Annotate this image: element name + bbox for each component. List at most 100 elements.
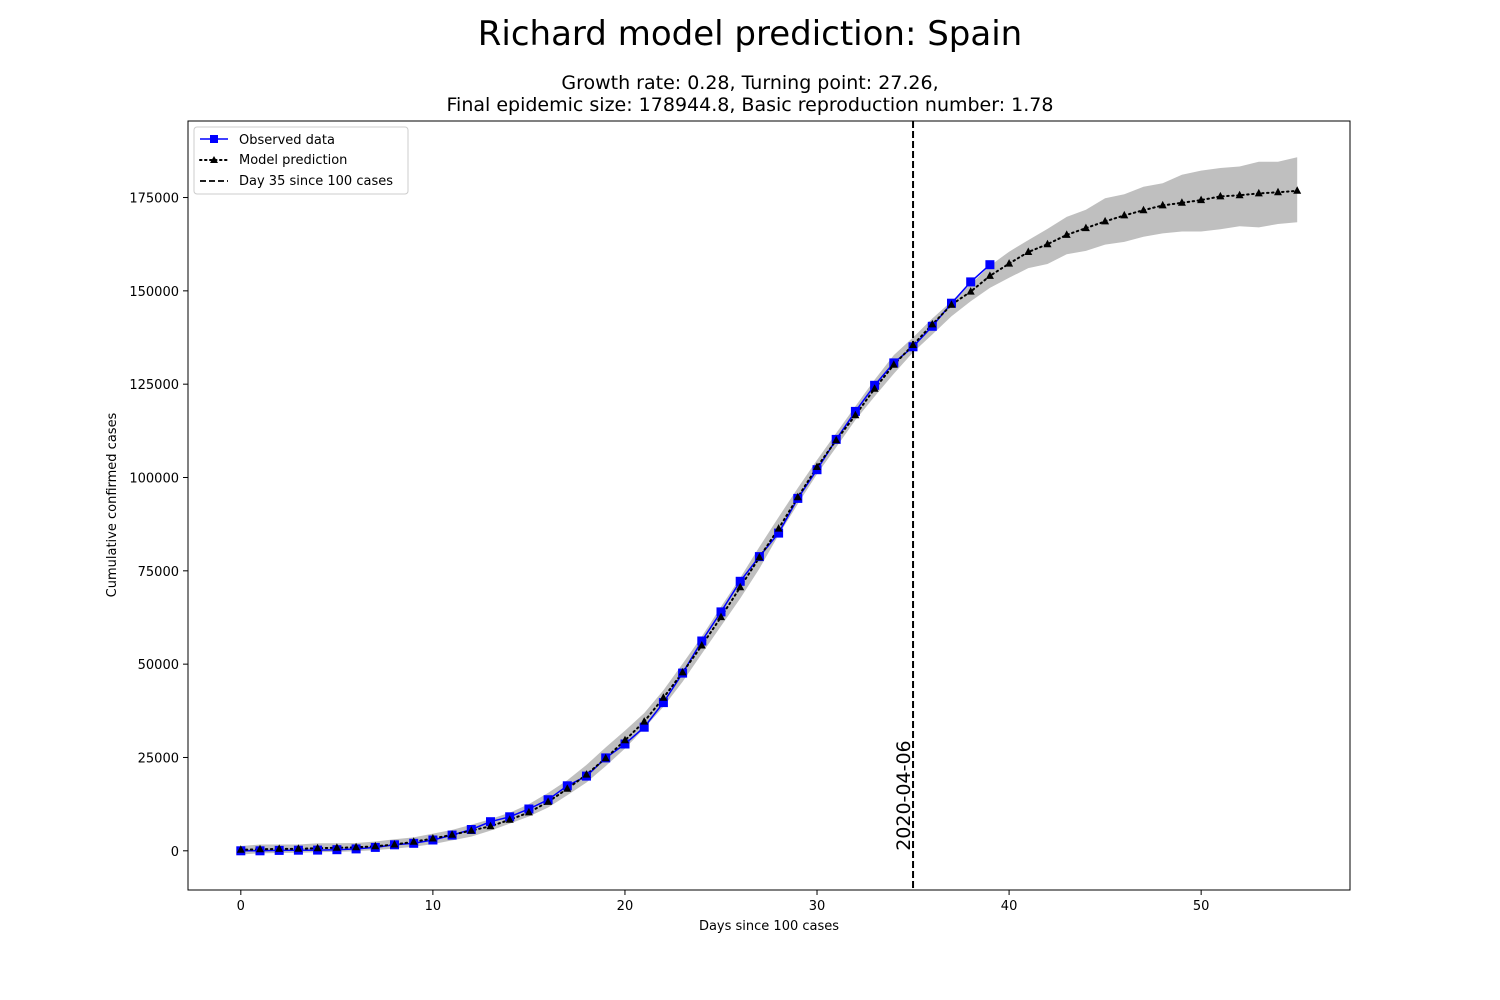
chart-subtitle: Growth rate: 0.28, Turning point: 27.26,… (0, 72, 1500, 116)
model-prediction-point (1024, 247, 1033, 255)
model-prediction-band (240, 157, 1298, 855)
model-prediction-point (1177, 198, 1186, 206)
model-prediction-point (928, 319, 937, 328)
model-prediction-point (409, 837, 418, 845)
model-prediction-point (1293, 186, 1302, 194)
observed-data-point (985, 260, 995, 270)
axes-frame (187, 120, 1351, 891)
legend-entry-observed: Observed data (200, 133, 335, 148)
model-prediction-point (1062, 230, 1071, 238)
y-tick-label: 50000 (138, 658, 179, 673)
model-prediction-point (371, 841, 380, 850)
observed-data-point (774, 528, 784, 538)
model-prediction-point (678, 667, 687, 676)
model-prediction-point (1254, 188, 1263, 197)
observed-data-line (240, 264, 991, 852)
confidence-band-layer (240, 157, 1298, 855)
model-prediction-point (524, 807, 533, 816)
x-tick-label: 20 (617, 899, 634, 914)
observed-data-point (658, 698, 668, 708)
model-prediction-point (390, 840, 399, 848)
legend-label-model: Model prediction (239, 153, 347, 168)
chart-subtitle-line-1: Growth rate: 0.28, Turning point: 27.26, (561, 72, 939, 94)
model-prediction-point (256, 844, 264, 853)
chart-subtitle-line-2: Final epidemic size: 178944.8, Basic rep… (446, 94, 1054, 116)
y-tick-label: 75000 (138, 565, 179, 580)
model-prediction-point (448, 830, 457, 838)
model-prediction-point (947, 300, 956, 308)
model-prediction-point (428, 834, 437, 842)
model-prediction-point (563, 784, 572, 792)
model-prediction-point (640, 717, 649, 725)
model-prediction-point (697, 641, 706, 649)
y-axis-label: Cumulative confirmed cases (105, 412, 120, 597)
y-tick-label: 175000 (129, 192, 179, 207)
model-prediction-point (755, 552, 764, 561)
model-prediction-point (275, 844, 284, 852)
model-prediction-point (793, 492, 802, 501)
legend-label-reference-line: Day 35 since 100 cases (239, 174, 393, 189)
reference-line-date-annotation: 2020-04-06 (893, 740, 915, 850)
x-axis-label: Days since 100 cases (699, 919, 839, 934)
y-tick-label: 100000 (129, 472, 179, 487)
observed-data-point (966, 277, 976, 287)
x-axis-ticks: 0 10 20 30 40 50 (237, 890, 1210, 914)
x-tick-label: 30 (809, 899, 826, 914)
series-marker-layer (236, 186, 1302, 856)
model-prediction-point (332, 843, 341, 851)
model-prediction-point (621, 735, 629, 744)
series-line-layer (239, 189, 1299, 852)
model-prediction-point (467, 826, 476, 834)
model-prediction-point (736, 582, 745, 591)
y-tick-label: 25000 (138, 751, 179, 766)
model-prediction-point (813, 462, 821, 470)
model-prediction-point (1101, 216, 1110, 225)
model-prediction-point (1235, 190, 1244, 199)
model-prediction-point (851, 410, 860, 419)
model-prediction-point (1043, 239, 1052, 248)
legend-entry-model: Model prediction (199, 153, 347, 168)
chart-title: Richard model prediction: Spain (477, 14, 1023, 54)
y-tick-label: 125000 (129, 378, 179, 393)
model-prediction-point (505, 815, 514, 823)
model-prediction-point (1197, 195, 1206, 204)
model-prediction-point (486, 821, 495, 830)
x-tick-label: 40 (1001, 899, 1018, 914)
observed-data-point (620, 739, 630, 749)
model-prediction-point (1216, 191, 1225, 200)
observed-data-point (735, 576, 745, 586)
y-axis-ticks: 0 25000 50000 75000 100000 125000 150000 175000 (129, 192, 188, 860)
y-tick-label: 150000 (129, 285, 179, 300)
model-prediction-point (774, 524, 783, 532)
x-tick-label: 50 (1193, 899, 1210, 914)
model-prediction-point (1158, 200, 1167, 209)
model-prediction-point (313, 843, 322, 852)
model-prediction-point (601, 753, 610, 762)
model-prediction-point (1120, 210, 1129, 219)
model-prediction-point (985, 271, 994, 279)
y-tick-label: 0 (171, 845, 179, 860)
observed-data-point (639, 722, 649, 732)
model-prediction-point (1005, 259, 1014, 267)
legend-entry-reference-line: Day 35 since 100 cases (200, 174, 393, 189)
legend: Observed data Model prediction Day 35 si… (193, 126, 409, 195)
model-prediction-point (352, 842, 361, 851)
x-tick-label: 10 (425, 899, 442, 914)
model-prediction-point (1081, 223, 1090, 232)
model-prediction-point (717, 612, 725, 621)
model-prediction-point (966, 287, 975, 295)
model-prediction-point (544, 797, 553, 805)
legend-box (193, 126, 409, 195)
model-prediction-line (239, 189, 1299, 851)
model-prediction-point (889, 360, 898, 368)
model-prediction-point (832, 435, 841, 444)
model-prediction-point (236, 845, 245, 853)
legend-swatch-observed-marker (210, 135, 218, 143)
legend-label-observed: Observed data (239, 133, 335, 148)
model-prediction-point (582, 770, 591, 778)
observed-data-point (716, 607, 726, 617)
model-prediction-point (659, 693, 668, 701)
model-prediction-point (1274, 187, 1282, 196)
x-tick-label: 0 (237, 899, 245, 914)
